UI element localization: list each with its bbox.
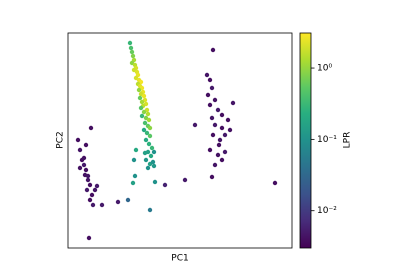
point [84,187,90,193]
point [87,182,93,188]
point [162,182,168,188]
point [215,107,221,113]
point [87,197,93,203]
point [217,137,223,143]
point [81,162,87,168]
point [83,167,89,173]
point [207,147,213,153]
point [139,113,145,119]
point [216,142,222,148]
point [142,120,148,126]
point [133,147,139,153]
point [138,105,144,111]
point [230,100,236,106]
points [75,40,278,241]
point [210,47,216,53]
point [90,202,96,208]
point [150,159,156,165]
point [81,155,87,161]
point [143,137,149,143]
point [146,141,152,147]
point [222,132,228,138]
point [151,163,157,169]
point [92,187,98,193]
point [205,92,211,98]
point [130,180,136,186]
point [209,115,215,121]
point [141,127,147,133]
point [77,165,83,171]
point [132,173,138,179]
point [131,157,137,163]
point [272,180,278,186]
point [75,137,81,143]
point [215,152,221,158]
point [127,40,133,46]
point [212,97,218,103]
point [210,132,216,138]
point [207,77,213,83]
point [144,130,150,136]
point [130,53,136,59]
point [137,95,143,101]
point [142,150,148,156]
point [146,117,152,123]
point [89,192,95,198]
point [141,93,147,99]
point [212,122,218,128]
point [83,142,89,148]
point [204,72,210,78]
colorbar-tick-label: 10⁻¹ [317,135,337,145]
point [147,125,153,131]
point [222,149,228,155]
point [148,153,154,159]
point [86,235,92,241]
point [219,157,225,163]
point [143,157,149,163]
colorbar-label: LPR [343,132,353,149]
point [151,149,157,155]
colorbar [299,32,312,249]
point [141,109,147,115]
point [152,179,158,185]
point [147,207,153,213]
plot-frame [67,32,293,249]
point [145,165,151,171]
point [139,99,145,105]
y-axis-label: PC2 [56,131,66,148]
point [128,45,134,51]
colorbar-tick-label: 10⁻² [317,206,337,216]
point [115,199,121,205]
point [225,117,231,123]
point [147,133,153,139]
point [209,85,215,91]
point [227,127,233,133]
point [136,87,142,93]
point [212,162,218,168]
x-axis-label: PC1 [171,254,188,264]
point [94,183,100,189]
point [77,147,83,153]
point [145,111,151,117]
point [219,112,225,118]
point [129,49,135,55]
point [149,145,155,151]
point [88,125,94,131]
point [85,177,91,183]
point [182,177,188,183]
point [192,122,198,128]
point [85,173,91,179]
point [219,125,225,131]
point [209,174,215,180]
point [125,197,131,203]
colorbar-tick-label: 10⁰ [317,64,332,74]
point [99,202,105,208]
point [207,102,213,108]
